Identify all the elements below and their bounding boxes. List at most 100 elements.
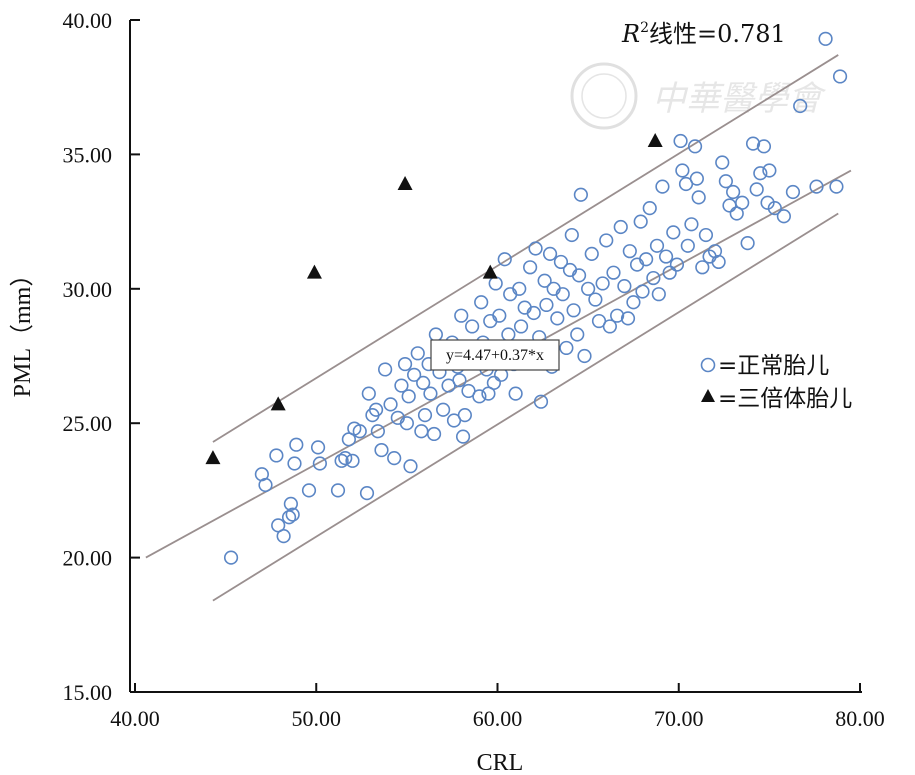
data-point-normal [633, 214, 648, 229]
r-squared-superscript: 2 [640, 20, 649, 36]
data-point-normal [639, 252, 654, 267]
data-point-normal [695, 260, 710, 275]
data-point-normal [675, 163, 690, 178]
data-point-normal [684, 217, 699, 232]
data-point-normal [564, 227, 579, 243]
data-point-normal [454, 308, 469, 323]
data-point-normal [426, 426, 442, 442]
data-point-normal [423, 386, 438, 401]
y-axis-title: PML（mm） [10, 263, 36, 398]
data-point-normal [711, 254, 726, 270]
r-squared-symbol: R [621, 20, 640, 48]
data-point-triploid [397, 175, 413, 190]
data-point-normal [258, 477, 273, 493]
data-point-normal [595, 276, 610, 291]
x-axis-ticks: 40.00 50.00 60.00 70.00 80.00 [110, 683, 885, 731]
data-point-normal [581, 281, 596, 296]
data-point-normal [555, 287, 570, 302]
data-point-normal [352, 424, 367, 439]
data-point-normal [832, 69, 848, 84]
data-point-normal [501, 327, 516, 342]
data-point-normal [629, 257, 645, 272]
data-point-normal [338, 451, 353, 466]
data-point-normal [753, 166, 768, 181]
data-point-normal [368, 402, 384, 417]
data-point-normal [829, 179, 844, 194]
data-point-normal [414, 424, 429, 439]
data-point-normal [550, 311, 565, 326]
data-point-normal [620, 311, 636, 326]
data-point-normal [486, 375, 501, 390]
data-point-normal [483, 313, 498, 329]
data-point-normal [610, 308, 625, 323]
data-point-normal [512, 281, 527, 296]
x-tick-label: 80.00 [835, 706, 885, 731]
watermark-seal-icon: 中華醫學會 [570, 62, 827, 130]
data-point-normal [472, 389, 487, 404]
data-point-normal [760, 195, 775, 210]
data-point-normal [602, 319, 617, 334]
r-squared-value: 线性=0.781 [649, 20, 786, 48]
x-tick-label: 50.00 [292, 706, 342, 731]
data-point-normal [465, 319, 480, 334]
r-squared-label: R2线性=0.781 [621, 20, 786, 48]
legend: =正常胎儿 =三倍体胎儿 [700, 353, 852, 412]
plot-area [145, 31, 852, 602]
data-point-normal [359, 485, 375, 501]
x-tick-label: 60.00 [473, 706, 523, 731]
data-point-normal [571, 268, 587, 283]
data-point-normal [749, 182, 764, 197]
data-point-normal [287, 456, 302, 471]
x-tick-label: 70.00 [654, 706, 704, 731]
data-point-normal [539, 297, 554, 313]
data-point-normal [378, 362, 393, 377]
data-point-normal [361, 386, 376, 401]
data-point-triploid [647, 132, 663, 147]
legend-circle-marker [700, 357, 716, 373]
data-point-normal [383, 397, 398, 412]
data-point-normal [517, 300, 532, 315]
data-point-normal [776, 209, 791, 224]
data-point-normal [526, 305, 541, 321]
data-point-normal [387, 451, 402, 466]
data-point-normal [416, 375, 431, 390]
data-point-normal [726, 184, 741, 200]
data-point-normal [722, 198, 737, 213]
data-point-normal [503, 287, 518, 302]
data-point-normal [407, 367, 422, 382]
data-point-normal [642, 201, 657, 216]
data-point-triploid [482, 264, 498, 279]
data-point-normal [613, 219, 628, 235]
data-point-normal [394, 378, 409, 393]
data-point-normal [474, 295, 489, 310]
data-point-normal [285, 507, 300, 522]
data-point-normal [281, 510, 297, 525]
data-point-normal [334, 453, 349, 468]
data-point-normal [289, 437, 304, 452]
data-point-normal [651, 287, 666, 302]
data-point-normal [588, 292, 603, 307]
data-point-normal [635, 284, 650, 299]
data-point-normal [599, 233, 614, 248]
data-point-normal [410, 346, 425, 361]
data-point-normal [655, 179, 670, 194]
data-point-normal [698, 227, 714, 243]
data-point-normal [689, 171, 704, 186]
data-point-normal [570, 327, 585, 342]
data-point-normal [626, 295, 641, 310]
data-point-normal [452, 373, 467, 388]
data-point-normal [566, 303, 581, 318]
data-point-normal [666, 225, 681, 240]
data-point-normal [658, 249, 674, 264]
data-point-normal [617, 279, 632, 294]
data-point-normal [283, 496, 298, 511]
data-point-normal [374, 442, 389, 458]
data-point-normal [312, 456, 327, 471]
data-point-normal [622, 244, 637, 259]
data-point-normal [508, 386, 523, 401]
data-point-normal [330, 483, 346, 498]
data-point-normal [740, 236, 755, 251]
data-point-normal [577, 348, 592, 364]
equation-label: y=4.47+0.37*x [430, 339, 560, 371]
data-point-normal [669, 257, 685, 272]
